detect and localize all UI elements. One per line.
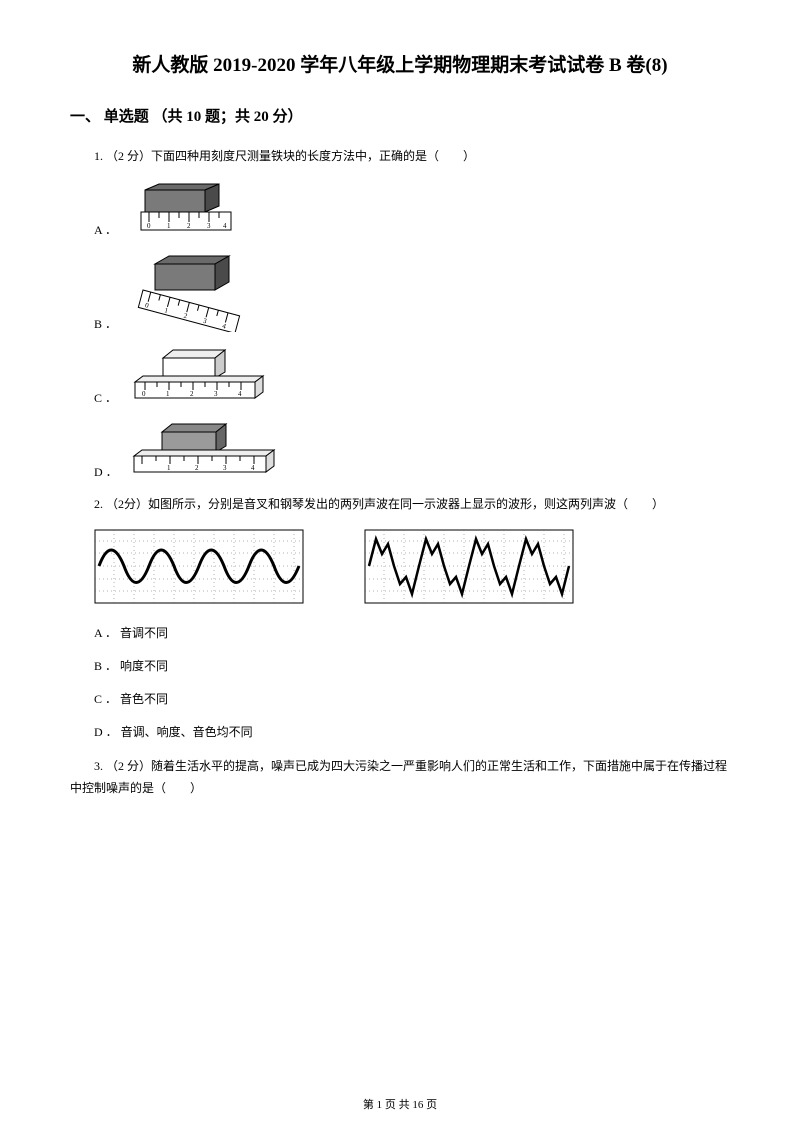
q1-option-a: A ． 0 1 2 3 4 <box>94 182 730 238</box>
question-3: 3. （2 分）随着生活水平的提高，噪声已成为四大污染之一严重影响人们的正常生活… <box>70 756 730 799</box>
page-footer: 第 1 页 共 16 页 <box>0 1096 800 1112</box>
q2-option-d: D ． 音调、响度、音色均不同 <box>94 723 730 740</box>
waveform-piano <box>364 529 574 604</box>
svg-text:2: 2 <box>187 222 191 230</box>
svg-text:4: 4 <box>223 222 227 230</box>
svg-text:1: 1 <box>166 390 170 398</box>
waveform-tuning-fork <box>94 529 304 604</box>
waveform-row <box>94 529 730 604</box>
question-1: 1. （2 分）下面四种用刻度尺测量铁块的长度方法中，正确的是（ ） <box>70 146 730 168</box>
svg-text:3: 3 <box>223 464 227 472</box>
svg-text:1: 1 <box>167 222 171 230</box>
svg-text:3: 3 <box>214 390 218 398</box>
option-label: C ． <box>94 389 117 406</box>
svg-text:2: 2 <box>195 464 199 472</box>
svg-text:0: 0 <box>147 222 151 230</box>
question-2: 2. （2分）如图所示，分别是音叉和钢琴发出的两列声波在同一示波器上显示的波形，… <box>70 494 730 516</box>
svg-text:4: 4 <box>251 464 255 472</box>
svg-text:2: 2 <box>190 390 194 398</box>
q2-option-c: C ． 音色不同 <box>94 690 730 707</box>
q2-option-b: B ． 响度不同 <box>94 657 730 674</box>
section-title: 一、 单选题 （共 10 题；共 20 分） <box>70 105 730 126</box>
ruler-diagram-c: 0 1 2 3 4 <box>125 346 265 406</box>
svg-text:1: 1 <box>167 464 171 472</box>
option-label: D ． <box>94 463 118 480</box>
option-label: A ． <box>94 221 117 238</box>
svg-text:3: 3 <box>207 222 211 230</box>
option-label: B ． <box>94 315 117 332</box>
ruler-diagram-b: 0 1 2 3 4 <box>125 252 255 332</box>
svg-text:0: 0 <box>142 390 146 398</box>
q1-option-d: D ． 1 2 3 4 <box>94 420 730 480</box>
q1-option-c: C ． 0 1 2 3 4 <box>94 346 730 406</box>
q2-option-a: A ． 音调不同 <box>94 624 730 641</box>
page-title: 新人教版 2019-2020 学年八年级上学期物理期末考试试卷 B 卷(8) <box>70 50 730 77</box>
svg-text:4: 4 <box>238 390 242 398</box>
ruler-diagram-d: 1 2 3 4 <box>126 420 276 480</box>
ruler-diagram-a: 0 1 2 3 4 <box>125 182 245 238</box>
q1-option-b: B ． 0 1 2 3 4 <box>94 252 730 332</box>
